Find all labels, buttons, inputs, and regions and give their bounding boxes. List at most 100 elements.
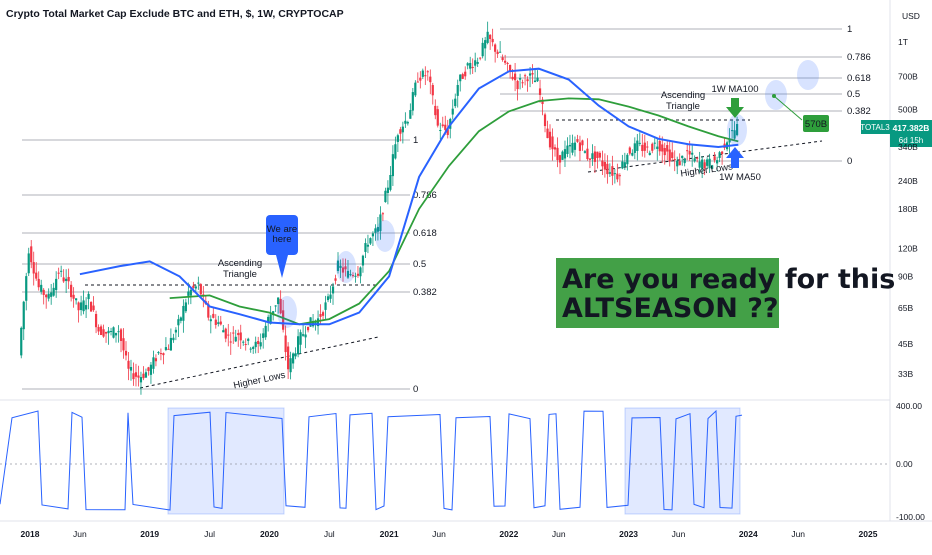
candle-body — [561, 151, 564, 160]
candle-body — [596, 151, 599, 159]
we-are-here-pointer — [276, 255, 288, 278]
candle-body — [224, 328, 227, 339]
candle-body — [643, 142, 646, 151]
candle-body — [37, 278, 40, 288]
candle-body — [62, 277, 65, 282]
candle-body — [374, 228, 377, 233]
candle-body — [192, 285, 195, 288]
candle-body — [80, 302, 83, 311]
candle-body — [735, 124, 739, 136]
candle-body — [67, 276, 70, 282]
x-tick-label: Jul — [204, 529, 215, 539]
candle-body — [65, 278, 68, 281]
candle-body — [603, 161, 606, 170]
candle-body — [27, 253, 30, 274]
candle-body — [199, 284, 202, 295]
fib-label-2023: 0.618 — [847, 73, 871, 84]
y-tick-label: 1T — [898, 37, 908, 47]
candle-body — [436, 109, 439, 126]
candle-body — [252, 346, 255, 349]
candle-body — [576, 139, 579, 142]
candle-body — [494, 44, 497, 52]
candle-body — [441, 124, 444, 127]
candle-body — [154, 358, 158, 362]
candle-body — [454, 98, 457, 107]
candle-body — [124, 350, 128, 356]
x-tick-label: Jun — [552, 529, 566, 539]
candle-body — [489, 34, 492, 39]
candle-body — [586, 148, 589, 160]
candle-body — [122, 338, 125, 351]
candle-body — [623, 162, 626, 167]
candle-body — [254, 341, 257, 348]
candle-body — [369, 238, 372, 244]
price-target-box — [803, 115, 829, 132]
candle-body — [618, 175, 621, 177]
candle-body — [274, 305, 277, 307]
headline-text: Are you ready for this ALTSEASON ?? — [562, 264, 895, 324]
candle-body — [364, 243, 367, 252]
candle-body — [35, 272, 38, 279]
candle-body — [294, 353, 297, 357]
candle-body — [621, 161, 624, 169]
candle-body — [361, 255, 365, 266]
candle-body — [249, 348, 252, 350]
candle-body — [668, 149, 671, 162]
candle-body — [406, 122, 409, 124]
candle-body — [721, 151, 724, 154]
y-tick-label: 700B — [898, 72, 918, 82]
fib-label-2021: 0 — [413, 384, 418, 395]
candle-body — [356, 273, 360, 276]
candle-body — [578, 142, 582, 151]
candle-body — [708, 158, 711, 169]
candle-body — [548, 131, 552, 148]
candle-body — [321, 312, 325, 316]
candle-body — [247, 338, 250, 341]
candle-body — [359, 267, 362, 277]
candle-body — [279, 298, 282, 314]
fib-label-2023: 1 — [847, 24, 852, 35]
candle-body — [501, 57, 504, 60]
candle-body — [334, 278, 337, 281]
candle-body — [419, 77, 422, 81]
fib-label-2021: 0.5 — [413, 259, 426, 270]
candle-body — [396, 135, 399, 142]
candle-body — [691, 152, 694, 155]
candle-body — [164, 347, 168, 350]
candle-body — [568, 145, 572, 147]
candle-body — [683, 159, 686, 164]
candle-body — [663, 148, 666, 156]
candle-body — [481, 42, 484, 57]
candle-body — [611, 166, 614, 176]
osc-tick-label: -100.00 — [896, 512, 925, 522]
trendlines — [85, 119, 823, 389]
candle-body — [70, 284, 73, 298]
candle-body — [167, 348, 170, 350]
candle-body — [157, 352, 160, 354]
candle-body — [401, 126, 404, 133]
candle-body — [613, 173, 616, 175]
candle-body — [84, 305, 88, 310]
candle-body — [344, 266, 347, 270]
candle-body — [426, 71, 429, 73]
candle-body — [651, 143, 654, 151]
candle-body — [262, 333, 265, 338]
candle-body — [104, 331, 108, 334]
candle-body — [20, 327, 23, 356]
y-tick-label: 33B — [898, 369, 913, 379]
candle-body — [434, 105, 437, 116]
candle-body — [232, 332, 235, 334]
fib-label-2021: 0.786 — [413, 190, 437, 201]
candle-body — [459, 74, 462, 82]
x-tick-label: 2021 — [380, 529, 399, 539]
candle-body — [648, 152, 651, 155]
we-are-here-callout — [266, 215, 298, 255]
candle-body — [182, 305, 185, 321]
candle-body — [546, 128, 549, 139]
candle-body — [117, 331, 120, 333]
candle-body — [297, 336, 300, 355]
candle-body — [237, 333, 240, 336]
